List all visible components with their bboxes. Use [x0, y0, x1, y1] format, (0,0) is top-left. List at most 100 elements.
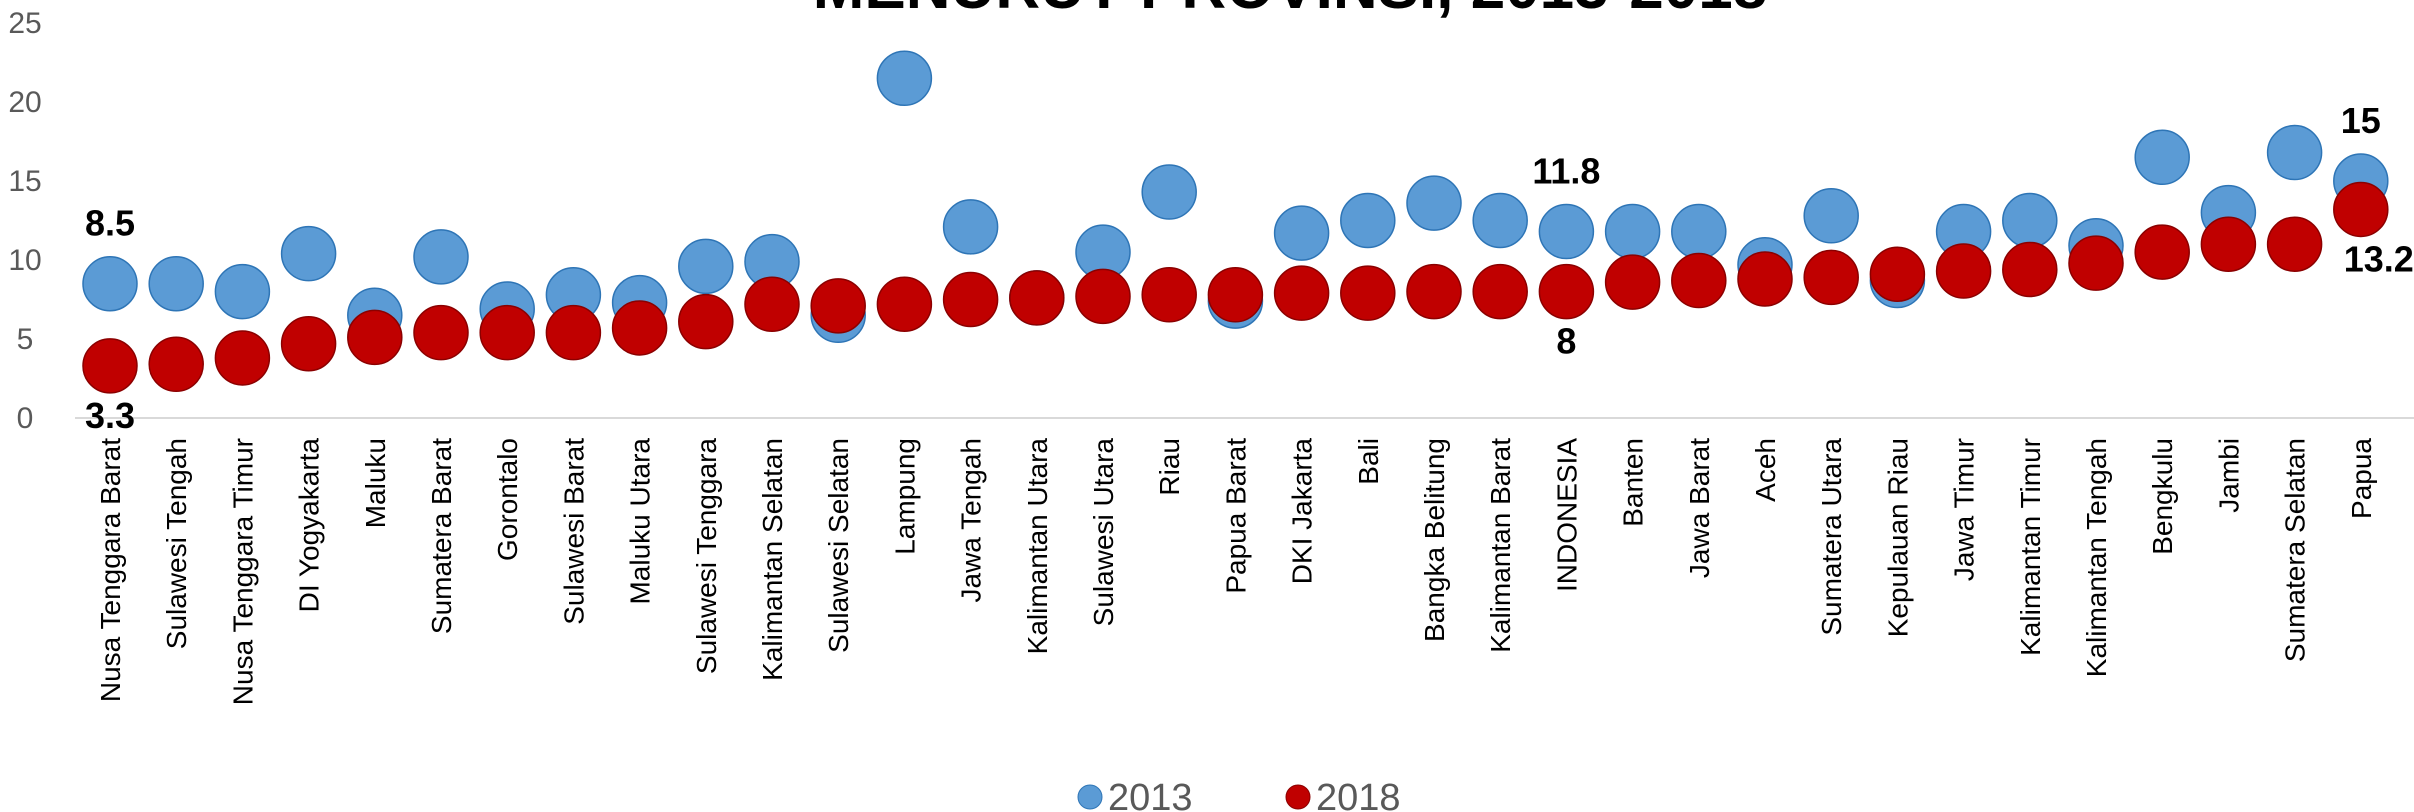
chart-title: MENURUT PROVINSI, 2013-2018 [813, 0, 1767, 22]
point [1869, 246, 1926, 302]
point [347, 309, 403, 366]
x-tick-label: Maluku Utara [625, 438, 656, 605]
x-tick-label: Nusa Tenggara Barat [95, 438, 126, 702]
point [2002, 241, 2058, 298]
x-tick-label: Papua Barat [1220, 438, 1251, 594]
legend-marker [1077, 784, 1103, 810]
x-tick-label: DI Yogyakarta [294, 438, 325, 613]
x-tick-label: Kalimantan Barat [1485, 438, 1516, 653]
point [810, 278, 866, 334]
x-tick-label: Bangka Belitung [1419, 438, 1450, 642]
x-tick-label: Kepulauan Riau [1882, 438, 1913, 637]
point [942, 271, 999, 328]
x-tick-label: Sulawesi Tenggara [691, 438, 722, 675]
data-label: 8 [1556, 321, 1576, 362]
x-tick-label: Jawa Tengah [956, 438, 987, 603]
x-tick-label: Bengkulu [2147, 438, 2178, 555]
x-tick-label: Jambi [2213, 438, 2244, 513]
data-label: 8.5 [85, 203, 135, 244]
point [1273, 205, 1330, 261]
point [1604, 254, 1661, 310]
point [413, 229, 469, 285]
x-tick-label: Riau [1154, 438, 1185, 496]
point [678, 293, 734, 350]
point [148, 336, 204, 393]
point [82, 338, 138, 394]
point [1075, 268, 1131, 325]
point [1141, 164, 1197, 220]
point [280, 315, 337, 372]
y-tick-label: 5 [17, 323, 34, 356]
point [1340, 192, 1396, 249]
point [2134, 224, 2190, 280]
x-tick-label: Sulawesi Utara [1088, 438, 1119, 627]
point [413, 304, 469, 361]
point [214, 263, 271, 320]
data-label: 15 [2341, 100, 2381, 141]
point [1406, 263, 1462, 320]
y-tick-label: 0 [17, 402, 34, 435]
point [876, 276, 933, 332]
x-tick-label: Aceh [1750, 438, 1781, 502]
x-tick-label: Gorontalo [492, 438, 523, 561]
point [1472, 192, 1528, 249]
x-tick-label: Sulawesi Selatan [823, 438, 854, 653]
point [1604, 203, 1661, 260]
point [545, 304, 602, 361]
point [611, 300, 668, 356]
y-tick-label: 25 [8, 7, 41, 40]
point [942, 199, 999, 255]
x-tick-label: Kalimantan Utara [1022, 438, 1053, 655]
x-tick-label: Sumatera Selatan [2280, 438, 2311, 662]
point [1737, 251, 1793, 307]
data-label: 3.3 [85, 395, 135, 436]
y-tick-label: 10 [8, 244, 41, 277]
point [1538, 203, 1595, 260]
point [148, 255, 204, 312]
legend-label: 2013 [1108, 777, 1193, 812]
point [2134, 129, 2190, 186]
y-tick-label: 15 [8, 165, 41, 198]
point [1803, 188, 1859, 244]
data-label: 11.8 [1532, 151, 1600, 192]
point [744, 276, 800, 332]
point [2333, 181, 2389, 238]
point [479, 304, 535, 361]
x-tick-label: Sulawesi Tengah [161, 438, 192, 649]
point [82, 255, 138, 312]
point [1273, 265, 1330, 321]
point [2200, 216, 2257, 272]
x-tick-label: Papua [2346, 438, 2377, 519]
legend-label: 2018 [1316, 777, 1401, 812]
y-tick-label: 20 [8, 86, 41, 119]
point [2002, 192, 2058, 249]
data-label: 13.2 [2344, 238, 2414, 279]
point [1935, 243, 1992, 299]
x-tick-label: Kalimantan Selatan [757, 438, 788, 681]
x-tick-label: Kalimantan Timur [2015, 438, 2046, 656]
x-tick-label: Sumatera Barat [426, 438, 457, 634]
point [214, 330, 271, 386]
point [1406, 175, 1462, 231]
point [2266, 216, 2323, 272]
point [2266, 124, 2323, 181]
point [1538, 263, 1595, 320]
x-tick-label: Maluku [360, 438, 391, 528]
point [1340, 265, 1396, 321]
point [2068, 235, 2124, 291]
point [678, 238, 734, 295]
x-tick-label: INDONESIA [1551, 438, 1582, 592]
x-tick-label: Bali [1353, 438, 1384, 485]
x-tick-label: Banten [1618, 438, 1649, 527]
point [280, 225, 337, 282]
x-tick-label: Jawa Timur [1949, 438, 1980, 581]
point [1141, 267, 1197, 323]
point [1207, 267, 1264, 323]
point [1803, 249, 1859, 306]
point [1472, 263, 1528, 320]
point [1009, 270, 1065, 326]
x-tick-label: Jawa Barat [1684, 438, 1715, 578]
x-tick-label: Sumatera Utara [1816, 438, 1847, 636]
x-tick-label: DKI Jakarta [1287, 438, 1318, 585]
